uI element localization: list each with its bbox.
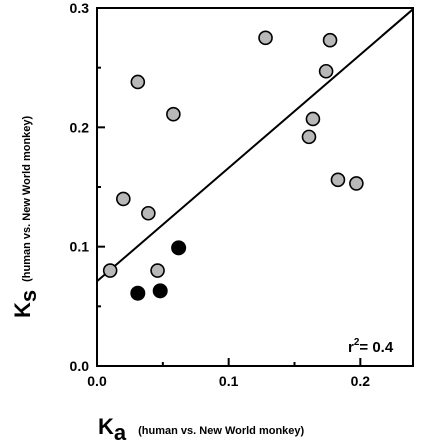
x-tick-label: 0.2 — [351, 373, 371, 389]
axis-ticks — [96, 7, 362, 367]
gray-data-point — [322, 32, 338, 48]
x-axis-label: Ka (human vs. New World monkey) — [98, 414, 305, 440]
black-data-point — [130, 285, 146, 301]
gray-data-point — [258, 30, 273, 46]
x-tick-label: 0.0 — [87, 373, 107, 389]
y-tick-label: 0.1 — [70, 239, 90, 255]
black-data-point — [152, 283, 168, 299]
gray-data-point — [301, 129, 317, 145]
r-squared-annotation: r2= 0.4 — [348, 337, 394, 356]
y-axis-label: Ks(human vs. New World monkey) — [10, 115, 41, 318]
gray-data-point — [166, 106, 181, 122]
data-points — [102, 30, 364, 301]
gray-data-point — [150, 263, 165, 278]
tick-labels: 0.0 0.1 0.2 0.0 0.1 0.2 0.3 — [70, 0, 371, 389]
gray-data-point — [305, 111, 321, 127]
black-data-point — [171, 240, 187, 256]
gray-data-point — [130, 74, 146, 90]
gray-data-point — [141, 205, 156, 221]
y-tick-label: 0.0 — [70, 358, 90, 374]
x-tick-label: 0.1 — [219, 373, 239, 389]
y-tick-label: 0.2 — [70, 119, 90, 135]
gray-data-point — [116, 191, 131, 207]
gray-data-point — [330, 172, 346, 188]
regression-line — [96, 8, 414, 283]
gray-data-point — [349, 176, 364, 191]
gray-data-point — [318, 63, 334, 79]
gray-data-point — [102, 263, 118, 278]
y-tick-label: 0.3 — [70, 0, 90, 16]
plot-frame — [96, 7, 414, 367]
